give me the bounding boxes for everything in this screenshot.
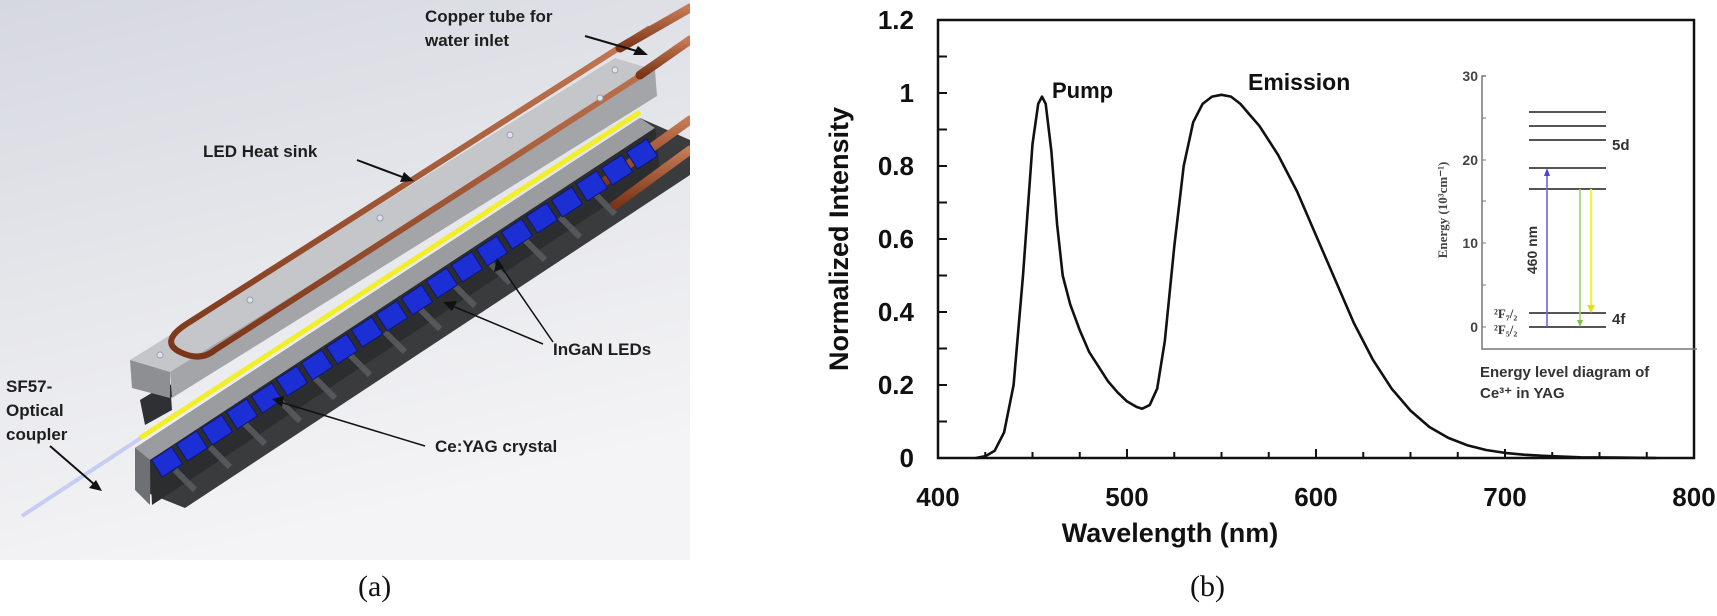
arrow-head-icon	[494, 258, 504, 272]
x-axis-tick-labels: 400 500 600 700 800	[916, 482, 1715, 512]
label-ingan-leds: InGaN LEDs	[553, 340, 651, 359]
inset-caption-line2: Ce³⁺ in YAG	[1480, 385, 1565, 402]
band-4f-label: 4f	[1612, 311, 1626, 328]
label-copper-tube-line2: water inlet	[424, 31, 509, 50]
level-2f52-label: ²F₅/₂	[1494, 322, 1517, 337]
arrow-head-icon	[400, 172, 414, 182]
inset-ytick-10: 10	[1462, 235, 1478, 251]
x-tick-label: 500	[1105, 482, 1148, 512]
label-coupler-line2: Optical	[6, 401, 64, 420]
inset-ytick-30: 30	[1462, 68, 1478, 84]
level-2f72-label: ²F₇/₂	[1494, 306, 1517, 321]
arrow-head-icon	[272, 396, 284, 407]
inset-ytick-0: 0	[1470, 319, 1478, 335]
inset-energy-level-diagram: 30 20 10 0 Energy (10³cm⁻¹)	[1435, 68, 1697, 402]
x-tick-label: 400	[916, 482, 959, 512]
arrow-head-icon	[89, 480, 102, 491]
annotation-labels: Copper tube for water inlet LED Heat sin…	[6, 7, 651, 491]
y-axis-ticks	[938, 19, 947, 459]
inset-ytick-20: 20	[1462, 152, 1478, 168]
arrow-up-icon	[1544, 168, 1550, 176]
y-axis-tick-labels: 0 0.2 0.4 0.6 0.8 1 1.2	[878, 5, 915, 473]
y-tick-label: 0.4	[878, 297, 915, 327]
label-ce-yag-crystal: Ce:YAG crystal	[435, 437, 557, 456]
y-tick-label: 0.6	[878, 224, 914, 254]
label-led-heat-sink: LED Heat sink	[203, 142, 318, 161]
panel-a-rendering: Copper tube for water inlet LED Heat sin…	[0, 0, 695, 560]
optical-coupler-beam	[20, 430, 152, 518]
pump-peak-label: Pump	[1052, 78, 1113, 103]
ce-yag-crystal-rod	[138, 109, 642, 441]
panel-b-spectrum-chart: 0 0.2 0.4 0.6 0.8 1 1.2 400 500 600 700 800 Normal…	[740, 0, 1717, 560]
y-tick-label: 1	[900, 78, 914, 108]
label-copper-tube-line1: Copper tube for	[425, 7, 553, 26]
ingan-led-array	[150, 138, 659, 478]
y-axis-label: Normalized Intensity	[824, 107, 854, 371]
x-tick-label: 600	[1294, 482, 1337, 512]
emission-peak-label: Emission	[1248, 69, 1350, 95]
x-tick-label: 700	[1483, 482, 1526, 512]
label-coupler-line3: coupler	[6, 425, 68, 444]
caption-panel-a: (a)	[358, 570, 392, 603]
x-axis-label: Wavelength (nm)	[1062, 518, 1279, 548]
caption-panel-b: (b)	[1190, 570, 1225, 603]
spectrum-chart: 0 0.2 0.4 0.6 0.8 1 1.2 400 500 600 700 800 Normal…	[824, 5, 1716, 548]
spectrum-line	[975, 93, 1657, 460]
led-heat-sink-block	[130, 3, 695, 398]
inset-y-axis-label: Energy (10³cm⁻¹)	[1435, 162, 1450, 259]
y-tick-label: 1.2	[878, 5, 914, 35]
led-pumped-concentrator-illustration: Copper tube for water inlet LED Heat sin…	[0, 0, 695, 560]
inset-caption-line1: Energy level diagram of	[1480, 364, 1650, 381]
arrow-down-icon	[1587, 305, 1595, 313]
pump-wavelength-label: 460 nm	[1524, 226, 1540, 274]
y-tick-label: 0.2	[878, 370, 914, 400]
arrow-down-icon	[1577, 320, 1583, 327]
arrow-head-icon	[633, 46, 648, 55]
label-coupler-line1: SF57-	[6, 377, 52, 396]
band-5d-label: 5d	[1612, 137, 1630, 154]
arrow-head-icon	[443, 301, 457, 311]
y-tick-label: 0	[900, 443, 914, 473]
y-tick-label: 0.8	[878, 151, 914, 181]
x-tick-label: 800	[1672, 482, 1715, 512]
